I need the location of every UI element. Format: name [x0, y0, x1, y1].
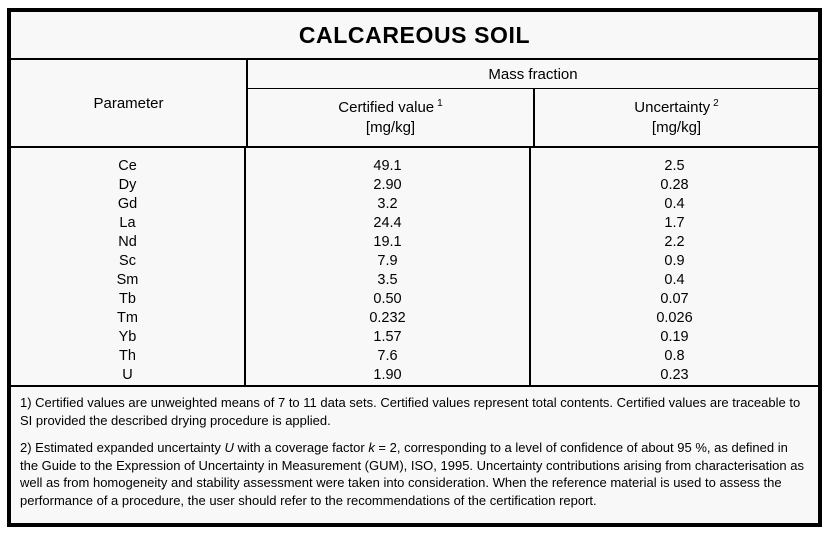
footnote-symbol: k: [368, 440, 375, 456]
cell-parameter: La: [119, 215, 136, 231]
cell-certified-value: 3.2: [377, 196, 398, 212]
column-uncertainty: 2.5 0.28 0.4 1.7 2.2 0.9 0.4 0.07 0.026 0.19 0.8 0.…: [531, 148, 818, 385]
footnotes-section: 1) Certified values are unweighted means…: [11, 387, 818, 523]
mass-fraction-group: Mass fraction Certified value 1 [mg/kg] U…: [248, 60, 818, 146]
cell-uncertainty: 0.9: [664, 253, 685, 269]
cell-uncertainty: 0.28: [660, 177, 689, 193]
cell-certified-value: 2.90: [373, 177, 402, 193]
footnote-marker-uncertainty: 2: [713, 97, 719, 109]
footnote-text: 1) Certified values are unweighted means…: [20, 395, 801, 428]
cell-certified-value: 19.1: [373, 234, 402, 250]
column-header-certified-value-label: Certified value: [338, 98, 435, 116]
cell-certified-value: 24.4: [373, 215, 402, 231]
footnote-2: 2) Estimated expanded uncertainty U with…: [20, 439, 809, 509]
page-title: CALCAREOUS SOIL: [298, 21, 531, 48]
cell-uncertainty: 0.8: [664, 348, 685, 364]
footnote-symbol: U: [224, 440, 234, 456]
footnote-text: 2) Estimated expanded uncertainty: [20, 440, 225, 456]
cell-parameter: Th: [119, 348, 136, 364]
cell-parameter: Yb: [118, 329, 137, 345]
cell-parameter: Tb: [119, 291, 136, 307]
column-header-certified-value-line: Certified value 1: [338, 97, 442, 118]
cell-certified-value: 7.6: [377, 348, 398, 364]
cell-parameter: Nd: [118, 234, 137, 250]
cell-uncertainty: 2.2: [664, 234, 685, 250]
footnote-1: 1) Certified values are unweighted means…: [20, 394, 809, 429]
column-header-uncertainty-unit: [mg/kg]: [651, 119, 702, 136]
cell-certified-value: 1.90: [373, 367, 402, 383]
column-header-parameter: Parameter: [11, 60, 248, 146]
column-header-parameter-label: Parameter: [93, 94, 164, 112]
cell-parameter: Ce: [118, 158, 137, 174]
cell-uncertainty: 0.4: [664, 272, 685, 288]
table-body: Ce Dy Gd La Nd Sc Sm Tb Tm Yb Th U 49.1 2.90 3.2 24.4 1…: [11, 148, 818, 387]
table-header: Parameter Mass fraction Certified value 1…: [11, 60, 818, 148]
footnote-marker-certified-value: 1: [437, 97, 443, 109]
column-parameter: Ce Dy Gd La Nd Sc Sm Tb Tm Yb Th U: [11, 148, 246, 385]
cell-uncertainty: 0.19: [660, 329, 689, 345]
cell-uncertainty: 0.4: [664, 196, 685, 212]
cell-certified-value: 1.57: [373, 329, 402, 345]
cell-uncertainty: 0.026: [656, 310, 693, 326]
cell-parameter: U: [122, 367, 133, 383]
cell-uncertainty: 0.23: [660, 367, 689, 383]
column-header-mass-fraction: Mass fraction: [248, 60, 818, 89]
cell-certified-value: 49.1: [373, 158, 402, 174]
cell-uncertainty: 1.7: [664, 215, 685, 231]
column-header-certified-unit: [mg/kg]: [365, 119, 416, 136]
footnote-text: = 2, corresponding to a level of confide…: [20, 440, 804, 508]
certificate-table: CALCAREOUS SOIL Parameter Mass fraction …: [7, 8, 822, 527]
cell-certified-value: 0.232: [369, 310, 406, 326]
footnote-text: with a coverage factor: [233, 440, 369, 456]
cell-parameter: Sc: [119, 253, 136, 269]
cell-parameter: Dy: [118, 177, 137, 193]
cell-certified-value: 0.50: [373, 291, 402, 307]
cell-parameter: Gd: [117, 196, 138, 212]
column-header-mass-fraction-label: Mass fraction: [488, 65, 578, 83]
column-certified-value: 49.1 2.90 3.2 24.4 19.1 7.9 3.5 0.50 0.232 1.57 7.…: [246, 148, 531, 385]
cell-parameter: Sm: [116, 272, 139, 288]
cell-uncertainty: 0.07: [660, 291, 689, 307]
cell-uncertainty: 2.5: [664, 158, 685, 174]
cell-parameter: Tm: [117, 310, 138, 326]
column-header-uncertainty-line: Uncertainty 2: [634, 97, 718, 118]
column-header-certified-value: Certified value 1 [mg/kg]: [248, 89, 535, 146]
table-title-row: CALCAREOUS SOIL: [11, 12, 818, 60]
column-header-uncertainty: Uncertainty 2 [mg/kg]: [535, 89, 818, 146]
cell-certified-value: 3.5: [377, 272, 398, 288]
mass-fraction-subheaders: Certified value 1 [mg/kg] Uncertainty 2 [m…: [248, 89, 818, 146]
cell-certified-value: 7.9: [377, 253, 398, 269]
column-header-uncertainty-label: Uncertainty: [634, 98, 711, 116]
